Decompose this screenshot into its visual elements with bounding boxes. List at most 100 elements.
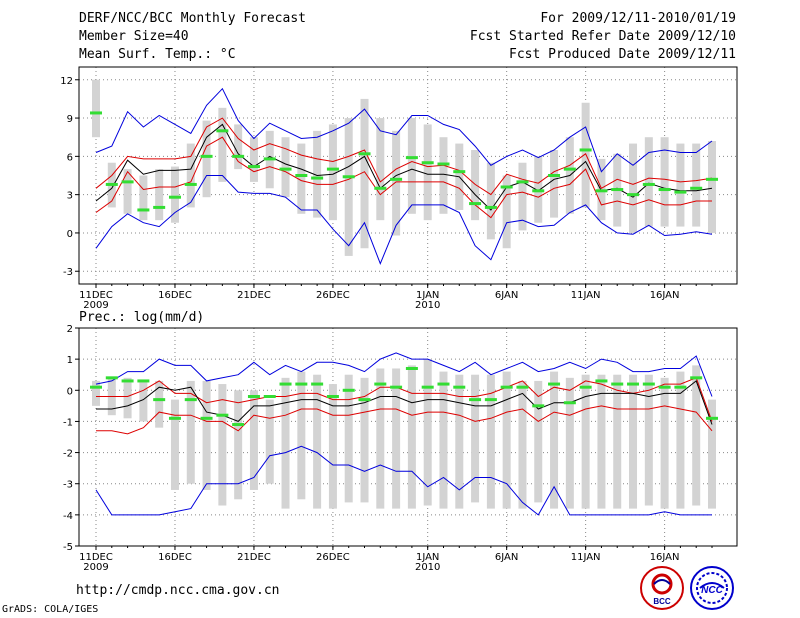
temp-median-mark	[642, 182, 655, 186]
prec-median-mark	[200, 416, 213, 420]
prec-median-mark	[184, 398, 197, 402]
prec-box	[692, 365, 701, 506]
prec-box	[170, 399, 179, 490]
prec-ytick-label: -1	[63, 417, 73, 428]
prec-box	[92, 380, 100, 406]
prec-box	[155, 380, 164, 428]
temp-median-mark	[421, 161, 434, 165]
prec-median-mark	[611, 382, 624, 386]
prec-median-mark	[642, 382, 655, 386]
temp-spread-high-line	[95, 117, 713, 196]
temp-median-mark	[121, 180, 134, 184]
prec-box	[676, 371, 685, 509]
prec-spread-high-line	[96, 377, 713, 422]
prec-box	[344, 374, 353, 503]
bcc-globe-icon: BCC	[651, 573, 673, 606]
prec-box	[629, 374, 638, 509]
prec-envelope-max-line	[95, 352, 713, 397]
temp-median-mark	[358, 152, 371, 156]
temp-xtick-label: 16DEC	[158, 290, 192, 301]
temp-ytick-label: 9	[67, 114, 73, 125]
prec-box	[455, 374, 464, 509]
prec-median-mark	[153, 398, 166, 402]
prec-median-mark	[326, 395, 339, 399]
temp-xtick-year: 2009	[83, 300, 108, 311]
prec-median-mark	[90, 385, 102, 389]
temp-frame	[78, 66, 738, 285]
temp-box	[439, 137, 448, 214]
temp-box	[471, 149, 480, 221]
prec-box	[534, 380, 543, 503]
source-url[interactable]: http://cmdp.ncc.cma.gov.cn	[76, 583, 280, 598]
prec-median-mark	[469, 398, 482, 402]
grads-credit: GrADS: COLA/IGES	[2, 604, 99, 615]
temp-box	[629, 143, 638, 233]
temp-box	[249, 137, 258, 182]
temp-median-mark	[216, 129, 229, 133]
prec-box	[376, 368, 385, 509]
temp-median-mark	[90, 111, 102, 115]
temp-median-mark	[548, 174, 561, 177]
prec-box	[423, 359, 432, 506]
temp-xtick-label: 11DEC	[79, 290, 113, 301]
prec-xtick-label: 11DEC	[79, 552, 113, 563]
temp-median-mark	[153, 205, 166, 209]
temp-xtick-label: 11JAN	[571, 290, 601, 301]
temp-ytick-label: -3	[63, 267, 73, 278]
temp-box	[139, 175, 148, 221]
prec-envelope-min-line	[95, 445, 712, 516]
temp-box	[92, 79, 100, 138]
prec-ytick-label: -4	[63, 511, 73, 522]
prec-xtick-year: 2009	[83, 562, 108, 573]
prec-xtick-label: 21DEC	[237, 552, 271, 563]
temp-xtick-label: 1JAN	[416, 290, 439, 301]
prec-box	[360, 377, 369, 503]
temp-box	[218, 107, 227, 182]
temp-median-mark	[627, 193, 640, 197]
prec-median-mark	[548, 382, 561, 386]
temp-ytick-label: 12	[60, 76, 73, 87]
temp-box	[486, 162, 495, 240]
temp-ytick-label: 3	[67, 191, 73, 202]
prec-median-mark	[342, 388, 355, 392]
temp-box	[550, 149, 559, 218]
prec-median-mark	[674, 385, 687, 389]
temp-xtick-label: 21DEC	[237, 290, 271, 301]
prec-median-mark	[595, 379, 608, 383]
temp-box	[297, 143, 306, 214]
temp-box	[407, 118, 416, 214]
prec-box	[565, 377, 574, 509]
temp-box	[123, 169, 132, 214]
prec-box	[644, 374, 653, 506]
temp-median-mark	[232, 154, 245, 158]
temp-box	[644, 137, 653, 227]
temp-spread-low-line	[95, 136, 712, 219]
temp-box	[344, 118, 353, 256]
temp-median-mark	[469, 202, 482, 206]
temp-envelope-min-line	[95, 175, 713, 265]
temp-median-mark	[390, 177, 403, 181]
prec-xtick-label: 1JAN	[416, 552, 439, 563]
temp-box	[502, 175, 511, 249]
temp-median-mark	[690, 186, 703, 190]
prec-spread-low-line	[96, 405, 713, 435]
member-size: Member Size=40	[79, 29, 189, 44]
prec-box	[407, 365, 416, 509]
prec-xtick-label: 26DEC	[316, 552, 350, 563]
prec-median-mark	[279, 382, 292, 386]
prec-median-mark	[690, 376, 703, 380]
temp-box	[170, 166, 179, 223]
fcst-produced-date: Fcst Produced Date 2009/12/11	[509, 47, 736, 62]
temp-box	[202, 120, 211, 198]
prec-box	[281, 377, 290, 509]
bcc-logo: BCC	[640, 566, 684, 610]
temp-median-mark	[295, 174, 308, 177]
temp-box	[155, 169, 164, 221]
temp-box	[676, 143, 685, 227]
prec-box	[486, 374, 495, 509]
prec-median-mark	[232, 423, 245, 427]
prec-frame	[78, 327, 738, 547]
prec-ytick-label: -3	[63, 480, 73, 491]
